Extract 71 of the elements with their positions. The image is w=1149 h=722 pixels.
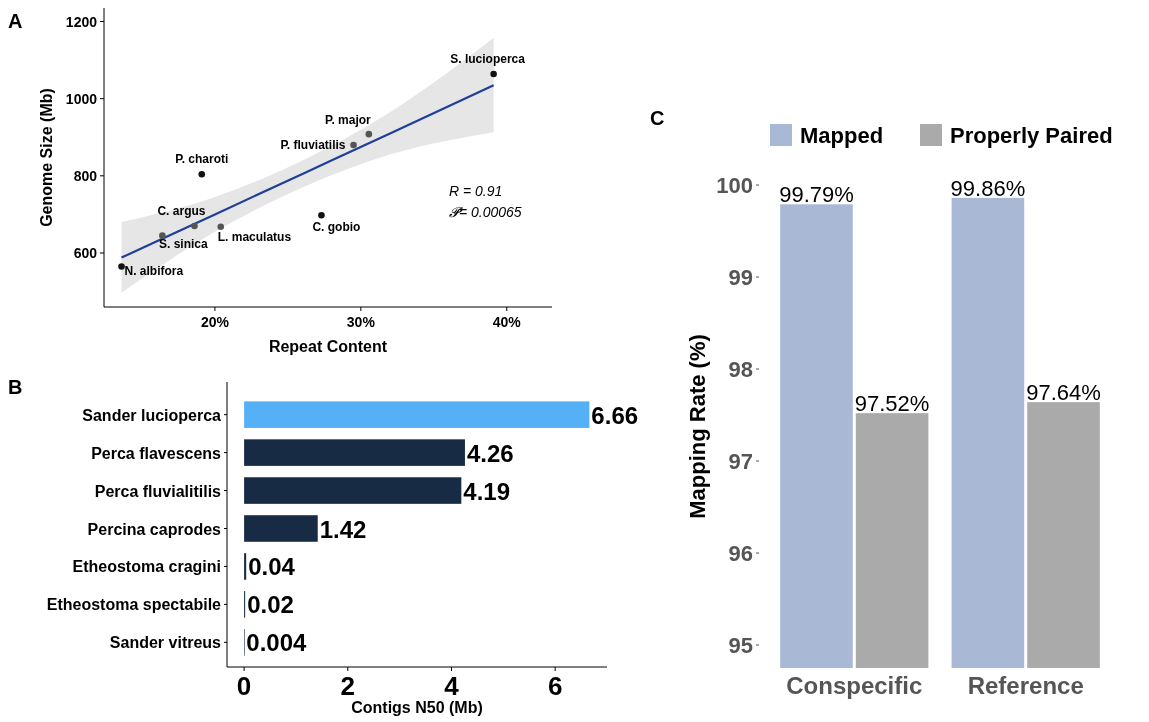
chart-title: C	[650, 107, 665, 129]
y-tick-label: 1200	[65, 13, 98, 30]
annotation: P. major	[324, 113, 372, 128]
bar	[244, 477, 462, 504]
legend-label: Mapped	[800, 123, 884, 148]
y-tick-label: 95	[728, 633, 753, 658]
point	[159, 232, 166, 239]
y-tick-label: 96	[728, 541, 753, 566]
y-axis-title: Mapping Rate (%)	[685, 334, 710, 519]
x-tick-label: Conspecific	[786, 672, 923, 699]
y-axis-title: Genome Size (Mb)	[38, 88, 55, 227]
data-label: 99.86%	[950, 175, 1026, 201]
y-tick-label: Sander vitreus	[109, 634, 222, 652]
y-tick-label: 600	[73, 244, 98, 261]
x-axis-title: Repeat Content	[268, 338, 388, 355]
data-label: 4.19	[463, 477, 511, 505]
annotation: N. albifora	[124, 264, 184, 279]
y-tick-label: 1000	[65, 90, 98, 107]
point	[191, 222, 198, 230]
y-tick-label: 99	[728, 265, 753, 290]
data-label: 0.02	[247, 591, 294, 619]
x-axis-title: Contigs N50 (Mb)	[351, 699, 483, 716]
bar	[244, 401, 590, 428]
bar	[244, 439, 465, 466]
annotation: 𝓟= 0.00065	[448, 204, 522, 221]
data-label: 4.26	[466, 439, 514, 467]
y-tick-label: 800	[73, 167, 98, 184]
data-label: 0.004	[246, 629, 308, 657]
data-label: 97.52%	[854, 391, 930, 417]
annotation: S. lucioperca	[450, 51, 526, 66]
data-label: 97.64%	[1026, 380, 1101, 406]
annotation: C. argus	[157, 203, 206, 218]
y-tick-label: 97	[728, 449, 753, 474]
y-tick-label: Etheostoma cragini	[72, 558, 221, 576]
data-label: 99.79%	[779, 182, 854, 208]
annotation: P. charoti	[175, 152, 229, 167]
point	[490, 70, 497, 78]
annotation: L. maculatus	[217, 229, 292, 244]
chart-title: A	[8, 10, 23, 32]
data-label: 6.66	[591, 401, 639, 429]
annotation: R = 0.91	[448, 183, 503, 200]
data-label: 0.04	[248, 553, 296, 581]
point	[217, 223, 225, 231]
x-tick-label: 0	[236, 671, 252, 701]
y-tick-label: Percina caprodes	[87, 520, 222, 538]
point	[198, 171, 206, 178]
y-tick-label: Perca fluvialitilis	[94, 482, 222, 500]
x-tick-label: Reference	[967, 672, 1084, 699]
y-tick-label: Perca flavescens	[91, 444, 222, 462]
point	[350, 141, 357, 149]
bar	[244, 553, 247, 580]
point	[365, 130, 373, 138]
y-tick-label: 100	[716, 173, 753, 198]
annotation: S. sinica	[159, 236, 209, 251]
x-tick-label: 30%	[346, 314, 376, 330]
y-tick-label: Etheostoma spectabile	[46, 596, 222, 614]
x-tick-label: 4	[444, 671, 460, 701]
x-tick-label: 6	[547, 671, 563, 701]
data-label: 1.42	[319, 515, 367, 543]
point	[318, 211, 325, 219]
x-tick-label: 40%	[492, 314, 522, 330]
annotation: C. gobio	[312, 220, 361, 235]
y-tick-label: 98	[728, 357, 753, 382]
bar	[244, 515, 318, 542]
text: B	[8, 376, 23, 398]
legend-label: Properly Paired	[950, 123, 1113, 148]
x-tick-label: 20%	[200, 314, 230, 330]
y-tick-label: Sander lucioperca	[82, 406, 222, 424]
annotation: P. fluviatilis	[280, 137, 346, 152]
x-tick-label: 2	[340, 671, 356, 701]
point	[118, 263, 125, 270]
